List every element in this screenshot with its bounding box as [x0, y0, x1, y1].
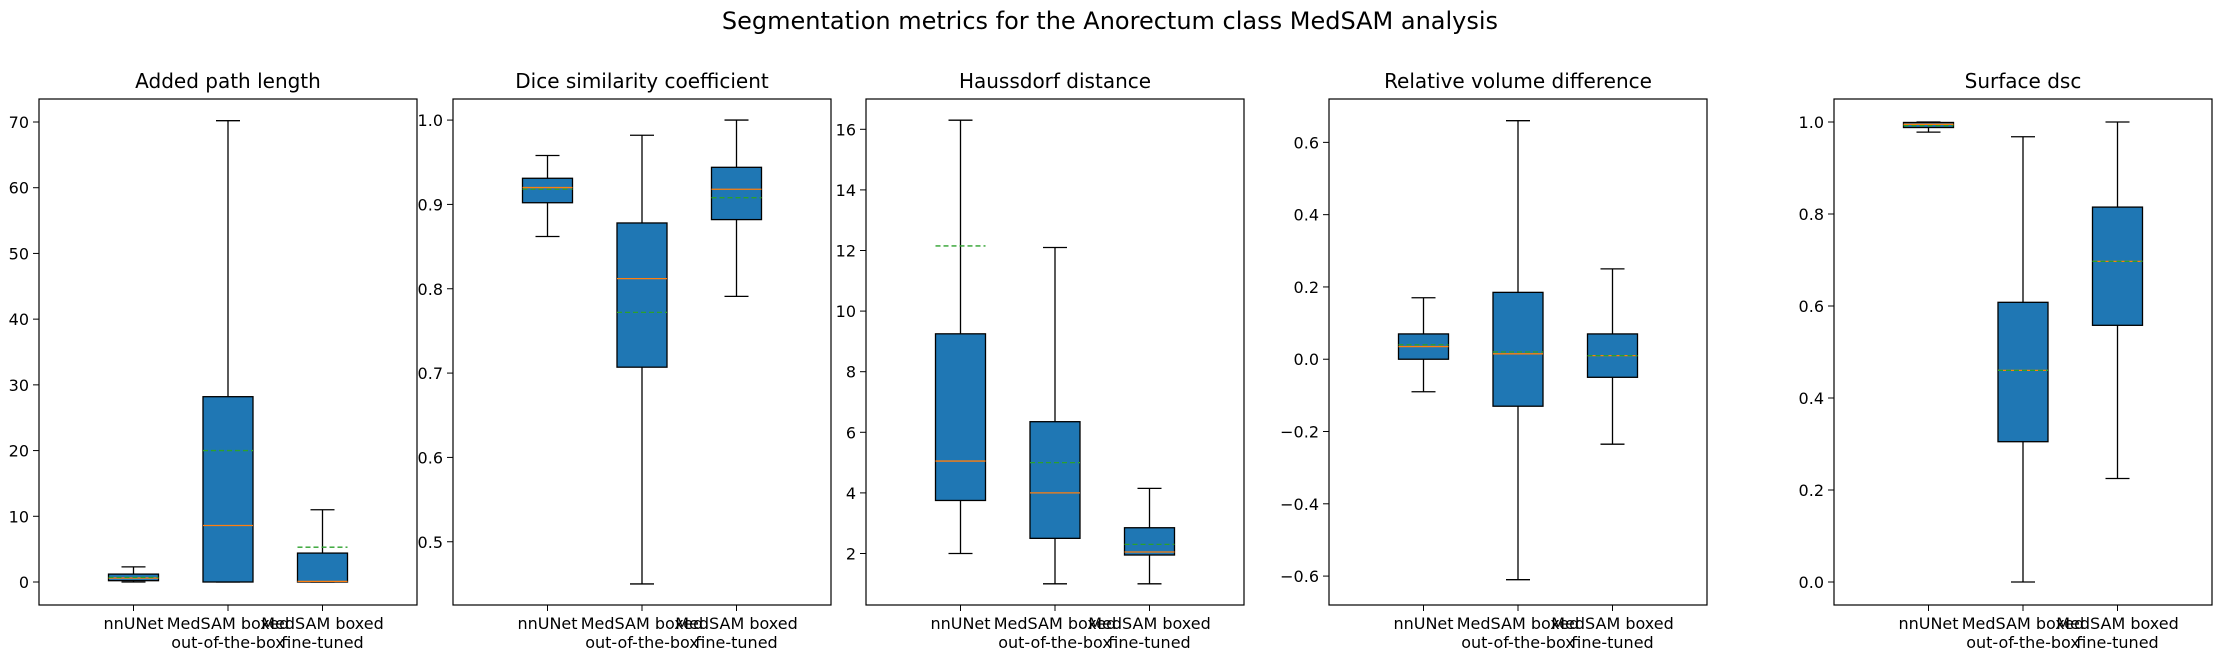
box-1 [521, 154, 574, 238]
box-iqr [1029, 421, 1081, 539]
y-tick-label: −0.4 [1280, 495, 1319, 514]
x-tick-label: MedSAM boxed out-of-the-box [167, 614, 290, 652]
subplot-4: Relative volume difference −0.6 −0.4 −0.2 0.… [1280, 69, 1708, 652]
y-tick-label: 0 [19, 573, 29, 592]
box-1 [1902, 121, 1955, 133]
y-tick-label: 0.6 [1294, 133, 1319, 152]
x-tick-label: nnUNet [103, 614, 163, 633]
y-tick-label: 0.4 [1799, 389, 1824, 408]
subplot-title: Dice similarity coefficient [515, 69, 769, 93]
subplot-title: Surface dsc [1965, 69, 2082, 93]
box-iqr [934, 333, 987, 502]
box-3 [296, 509, 349, 583]
y-tick-label: 0.7 [418, 364, 443, 383]
box-iqr [1997, 301, 2049, 443]
y-tick-label: 16 [836, 120, 856, 139]
box-1 [934, 119, 987, 555]
y-tick-label: 70 [9, 113, 29, 132]
x-tick-label: MedSAM boxed out-of-the-box [1457, 614, 1580, 652]
y-tick-label: 0.2 [1294, 278, 1319, 297]
x-tick-label: MedSAM boxed fine-tuned [675, 614, 798, 652]
x-tick-label: MedSAM boxed out-of-the-box [994, 614, 1117, 652]
y-tick-label: 0.9 [418, 195, 443, 214]
box-iqr [2091, 206, 2144, 326]
box-1 [107, 566, 160, 583]
y-tick-label: 4 [846, 484, 856, 503]
y-tick-label: 0.8 [418, 280, 443, 299]
y-tick-label: 12 [836, 241, 856, 260]
y-tick-label: 10 [836, 302, 856, 321]
subplot-title: Haussdorf distance [959, 69, 1151, 93]
x-tick-label: nnUNet [1393, 614, 1453, 633]
y-tick-label: 6 [846, 423, 856, 442]
y-tick-label: 14 [836, 181, 856, 200]
box-iqr [296, 552, 349, 583]
plot-frame [1328, 98, 1708, 606]
y-tick-label: 0.6 [1799, 297, 1824, 316]
plot-frame [38, 98, 418, 606]
box-2 [202, 120, 254, 583]
x-tick-label: nnUNet [1898, 614, 1958, 633]
box-2 [1997, 136, 2049, 583]
box-3 [710, 119, 763, 297]
box-1 [1397, 297, 1450, 393]
subplot-title: Relative volume difference [1384, 69, 1652, 93]
y-tick-label: 10 [9, 507, 29, 526]
box-iqr [202, 396, 254, 583]
box-3 [2091, 121, 2144, 480]
x-tick-label: nnUNet [930, 614, 990, 633]
box-3 [1123, 487, 1176, 585]
y-tick-label: 0.2 [1799, 481, 1824, 500]
y-tick-label: 50 [9, 244, 29, 263]
box-3 [1586, 268, 1639, 445]
box-iqr [521, 177, 574, 204]
y-tick-label: 0.0 [1294, 350, 1319, 369]
x-tick-label: MedSAM boxed out-of-the-box [581, 614, 704, 652]
box-iqr [616, 222, 668, 368]
y-tick-label: 0.5 [418, 533, 443, 552]
y-tick-label: 60 [9, 179, 29, 198]
y-tick-label: 40 [9, 310, 29, 329]
y-tick-label: 20 [9, 442, 29, 461]
x-tick-label: MedSAM boxed fine-tuned [2056, 614, 2179, 652]
y-tick-label: 30 [9, 376, 29, 395]
y-tick-label: 8 [846, 363, 856, 382]
plot-frame [865, 98, 1245, 606]
subplot-2: Dice similarity coefficient 0.5 0.6 0.7 0.8 0… [418, 69, 832, 652]
subplot-title: Added path length [135, 69, 321, 93]
x-tick-label: nnUNet [517, 614, 577, 633]
y-tick-label: 2 [846, 544, 856, 563]
y-tick-label: −0.6 [1280, 567, 1319, 586]
y-tick-label: 1.0 [1799, 113, 1824, 132]
box-2 [1029, 246, 1081, 585]
box-iqr [1123, 527, 1176, 556]
plot-frame [452, 98, 832, 606]
y-tick-label: 0.8 [1799, 205, 1824, 224]
y-tick-label: 1.0 [418, 111, 443, 130]
y-tick-label: 0.6 [418, 448, 443, 467]
figure-title: Segmentation metrics for the Anorectum c… [722, 7, 1498, 35]
x-tick-label: MedSAM boxed fine-tuned [1088, 614, 1211, 652]
y-tick-label: −0.2 [1280, 423, 1319, 442]
x-tick-label: MedSAM boxed fine-tuned [1551, 614, 1674, 652]
box-iqr [710, 166, 763, 221]
box-iqr [1492, 291, 1544, 407]
x-tick-label: MedSAM boxed fine-tuned [261, 614, 384, 652]
x-tick-label: MedSAM boxed out-of-the-box [1962, 614, 2085, 652]
box-iqr [1902, 121, 1955, 129]
box-2 [616, 134, 668, 585]
y-tick-label: 0.0 [1799, 573, 1824, 592]
y-tick-label: 0.4 [1294, 206, 1319, 225]
plot-frame [1833, 98, 2213, 606]
box-2 [1492, 120, 1544, 581]
